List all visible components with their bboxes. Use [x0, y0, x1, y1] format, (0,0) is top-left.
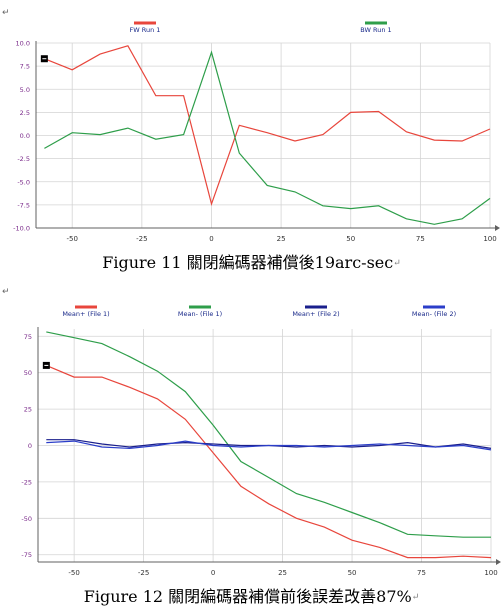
y-tick-label: 50 — [24, 369, 32, 377]
x-tick-label: 0 — [211, 569, 215, 577]
caption-figure-11-mark: ↵ — [393, 258, 401, 269]
y-tick-label: 0.0 — [20, 132, 30, 140]
x-axis-arrow — [496, 559, 501, 565]
x-tick-label: 100 — [484, 569, 497, 577]
series-line-0 — [46, 364, 492, 559]
legend-label-2: Mean+ (File 2) — [292, 310, 339, 318]
y-tick-label: -25 — [21, 478, 32, 486]
legend-label-3: Mean- (File 2) — [412, 310, 456, 318]
chart-figure-11: -50 -25 0 25 50 75 100 10.0 7.5 5.0 2.5 0.0 -2.5 -5.0… — [0, 20, 503, 248]
x-tick-label: -50 — [68, 569, 79, 577]
y-tick-label: 10.0 — [16, 40, 30, 48]
y-tick-label: -75 — [21, 551, 32, 559]
chart-figure-12-svg: -50 -25 0 25 50 75 100 75 50 25 0 -25 -50 -75 Mean+ (F… — [21, 305, 501, 577]
chart-figure-11-svg: -50 -25 0 25 50 75 100 10.0 7.5 5.0 2.5 0.0 -2.5 -5.0… — [13, 21, 500, 243]
y-tick-label: -2.5 — [17, 155, 30, 163]
caption-figure-12: Figure 12 關閉編碼器補償前後誤差改善87%↵ — [0, 583, 503, 607]
legend-label-1: BW Run 1 — [360, 26, 391, 34]
x-tick-label: -50 — [66, 235, 77, 243]
y-tick-label: 5.0 — [20, 86, 30, 94]
caption-figure-11: Figure 11 關閉編碼器補償後19arc-sec↵ — [0, 249, 503, 273]
x-tick-label: 0 — [209, 235, 213, 243]
y-tick-label: -50 — [21, 515, 32, 523]
y-tick-label: 0 — [28, 442, 32, 450]
x-tick-label: -25 — [136, 235, 147, 243]
y-tick-label: 2.5 — [20, 109, 30, 117]
x-tick-label: 75 — [416, 235, 425, 243]
x-tick-label: 50 — [348, 569, 357, 577]
x-axis-arrow — [495, 225, 500, 231]
series-line-1 — [46, 331, 491, 538]
x-tick-label: -25 — [138, 569, 149, 577]
series-line-3 — [46, 440, 492, 451]
y-tick-label: 75 — [24, 333, 32, 341]
y-tick-label: 25 — [24, 406, 32, 414]
y-tick-label: -10.0 — [13, 225, 30, 233]
legend-label-0: FW Run 1 — [130, 26, 161, 34]
x-tick-label: 25 — [278, 569, 287, 577]
caption-figure-12-text: Figure 12 關閉編碼器補償前後誤差改善87% — [83, 587, 412, 606]
series-line-0 — [44, 45, 491, 206]
series-line-1 — [44, 50, 491, 225]
x-tick-label: 50 — [346, 235, 355, 243]
x-tick-label: 25 — [277, 235, 286, 243]
paragraph-mark-2: ↵ — [2, 287, 10, 297]
x-tick-label: 75 — [417, 569, 426, 577]
chart-figure-12: -50 -25 0 25 50 75 100 75 50 25 0 -25 -50 -75 Mean+ (F… — [0, 304, 503, 582]
caption-figure-12-mark: ↵ — [411, 592, 420, 603]
paragraph-mark: ↵ — [2, 8, 10, 18]
x-tick-label: 100 — [483, 235, 496, 243]
legend-label-0: Mean+ (File 1) — [62, 310, 109, 318]
caption-figure-11-text: Figure 11 關閉編碼器補償後19arc-sec — [102, 253, 394, 272]
legend-label-1: Mean- (File 1) — [178, 310, 222, 318]
y-tick-label: -7.5 — [17, 201, 30, 209]
y-tick-label: -5.0 — [17, 178, 30, 186]
y-tick-label: 7.5 — [20, 63, 30, 71]
